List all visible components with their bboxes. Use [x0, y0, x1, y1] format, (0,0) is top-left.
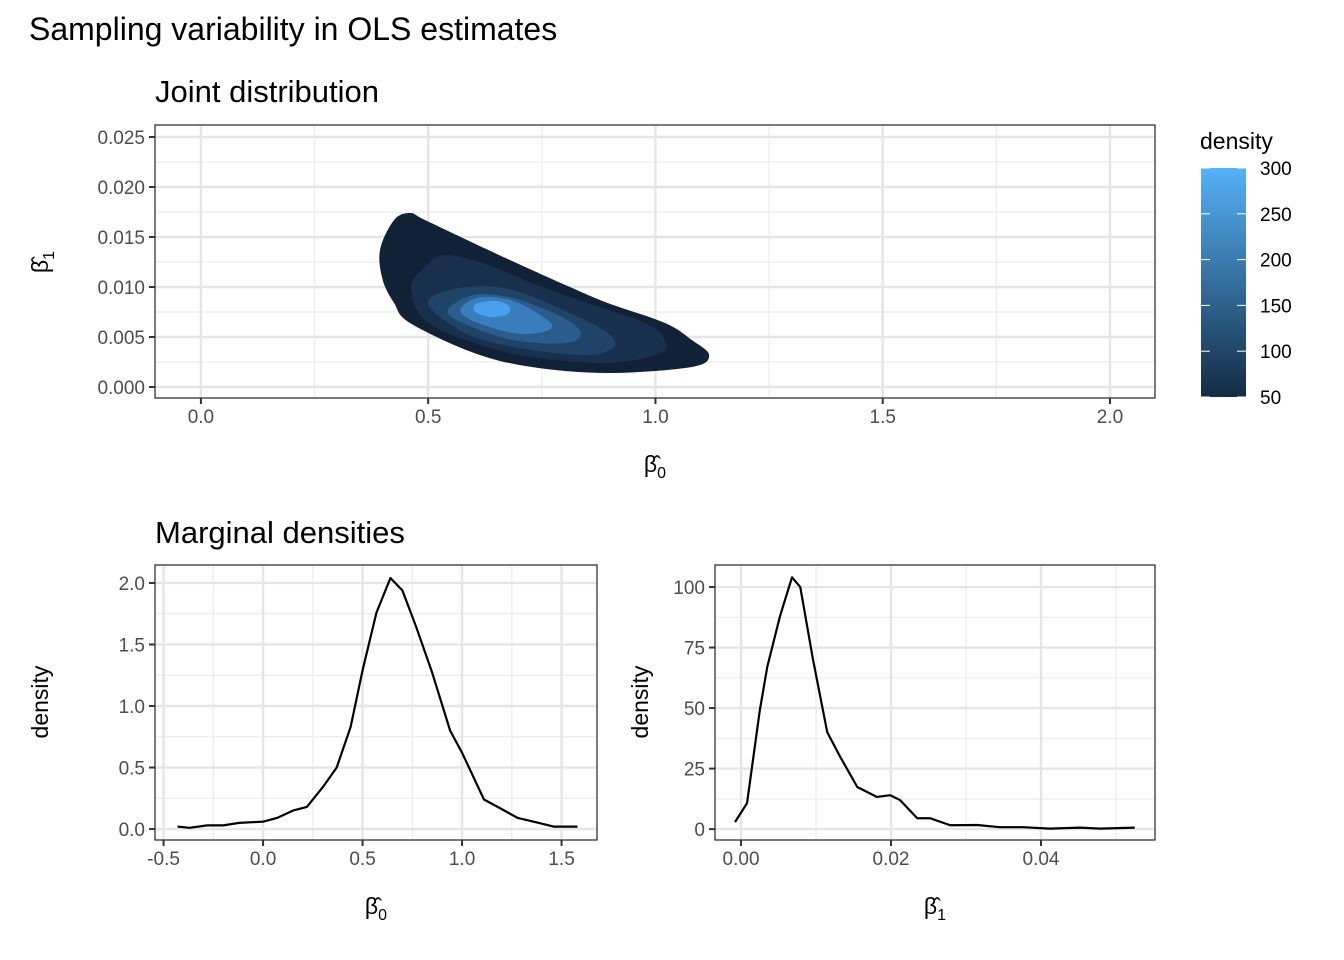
x-tick-label: 0.5 [415, 407, 441, 428]
y-axis-title: density [27, 665, 53, 738]
x-tick-label: 2.0 [1097, 407, 1123, 428]
y-tick-label: 0.005 [97, 328, 145, 349]
x-tick-label: 1.5 [548, 849, 574, 870]
y-tick-label: 100 [673, 578, 705, 599]
panel-border [714, 564, 1156, 841]
legend-tick-label: 100 [1260, 342, 1292, 363]
legend-title: density [1200, 128, 1273, 154]
panel-border [154, 564, 598, 841]
legend-tick-label: 250 [1260, 205, 1292, 226]
density-curve [177, 576, 578, 829]
x-tick-label: 0.04 [1023, 849, 1060, 870]
y-tick-label: 25 [684, 760, 705, 781]
x-tick-label: 0.0 [250, 849, 276, 870]
y-tick-label: 75 [684, 639, 705, 660]
figure-title: Sampling variability in OLS estimates [29, 11, 557, 47]
y-tick-label: 1.5 [119, 635, 145, 656]
panel-0: 0.0 0.5 1.0 1.5 2.0 0.000 0.005 0.010 0.015 0.020… [97, 124, 1292, 428]
x-tick-label: -0.5 [147, 849, 180, 870]
x-tick-label: 1.0 [642, 407, 668, 428]
x-tick-label: 0.00 [723, 849, 760, 870]
y-tick-label: 0 [694, 820, 705, 841]
panel-border [154, 124, 1156, 399]
y-tick-label: 0.0 [119, 820, 145, 841]
y-tick-label: 0.020 [97, 178, 145, 199]
marginal-panel-title: Marginal densities [155, 515, 405, 550]
panel-background [715, 565, 1155, 840]
legend-tick-label: 300 [1260, 159, 1292, 180]
x-tick-label: 0.5 [349, 849, 375, 870]
y-axis-title: density [627, 665, 653, 738]
x-tick-label: 0.0 [188, 407, 214, 428]
panel-2: 0.00 0.02 0.04 0 25 50 75 100 density [627, 564, 1156, 870]
x-tick-label: 1.0 [449, 849, 475, 870]
y-axis-title: β̂1 [27, 251, 58, 273]
x-axis-title: β̂1 [924, 893, 946, 924]
y-tick-label: 1.0 [119, 697, 145, 718]
x-axis-title: β̂0 [644, 451, 666, 482]
legend-tick-label: 200 [1260, 251, 1292, 272]
y-tick-label: 0.010 [97, 278, 145, 299]
x-axis-title: β̂0 [365, 893, 387, 924]
density-curve [734, 576, 1135, 830]
legend-colorbar [1201, 168, 1246, 397]
x-tick-label: 0.02 [873, 849, 910, 870]
y-tick-label: 2.0 [119, 574, 145, 595]
density-contour-level-300 [473, 300, 511, 318]
y-tick-label: 0.025 [97, 128, 145, 149]
joint-panel-title: Joint distribution [155, 74, 379, 109]
y-tick-label: 0.5 [119, 759, 145, 780]
legend-tick-label: 50 [1260, 388, 1281, 409]
y-tick-label: 50 [684, 699, 705, 720]
legend-tick-label: 150 [1260, 296, 1292, 317]
y-tick-label: 0.015 [97, 228, 145, 249]
x-tick-label: 1.5 [870, 407, 896, 428]
y-tick-label: 0.000 [97, 378, 145, 399]
